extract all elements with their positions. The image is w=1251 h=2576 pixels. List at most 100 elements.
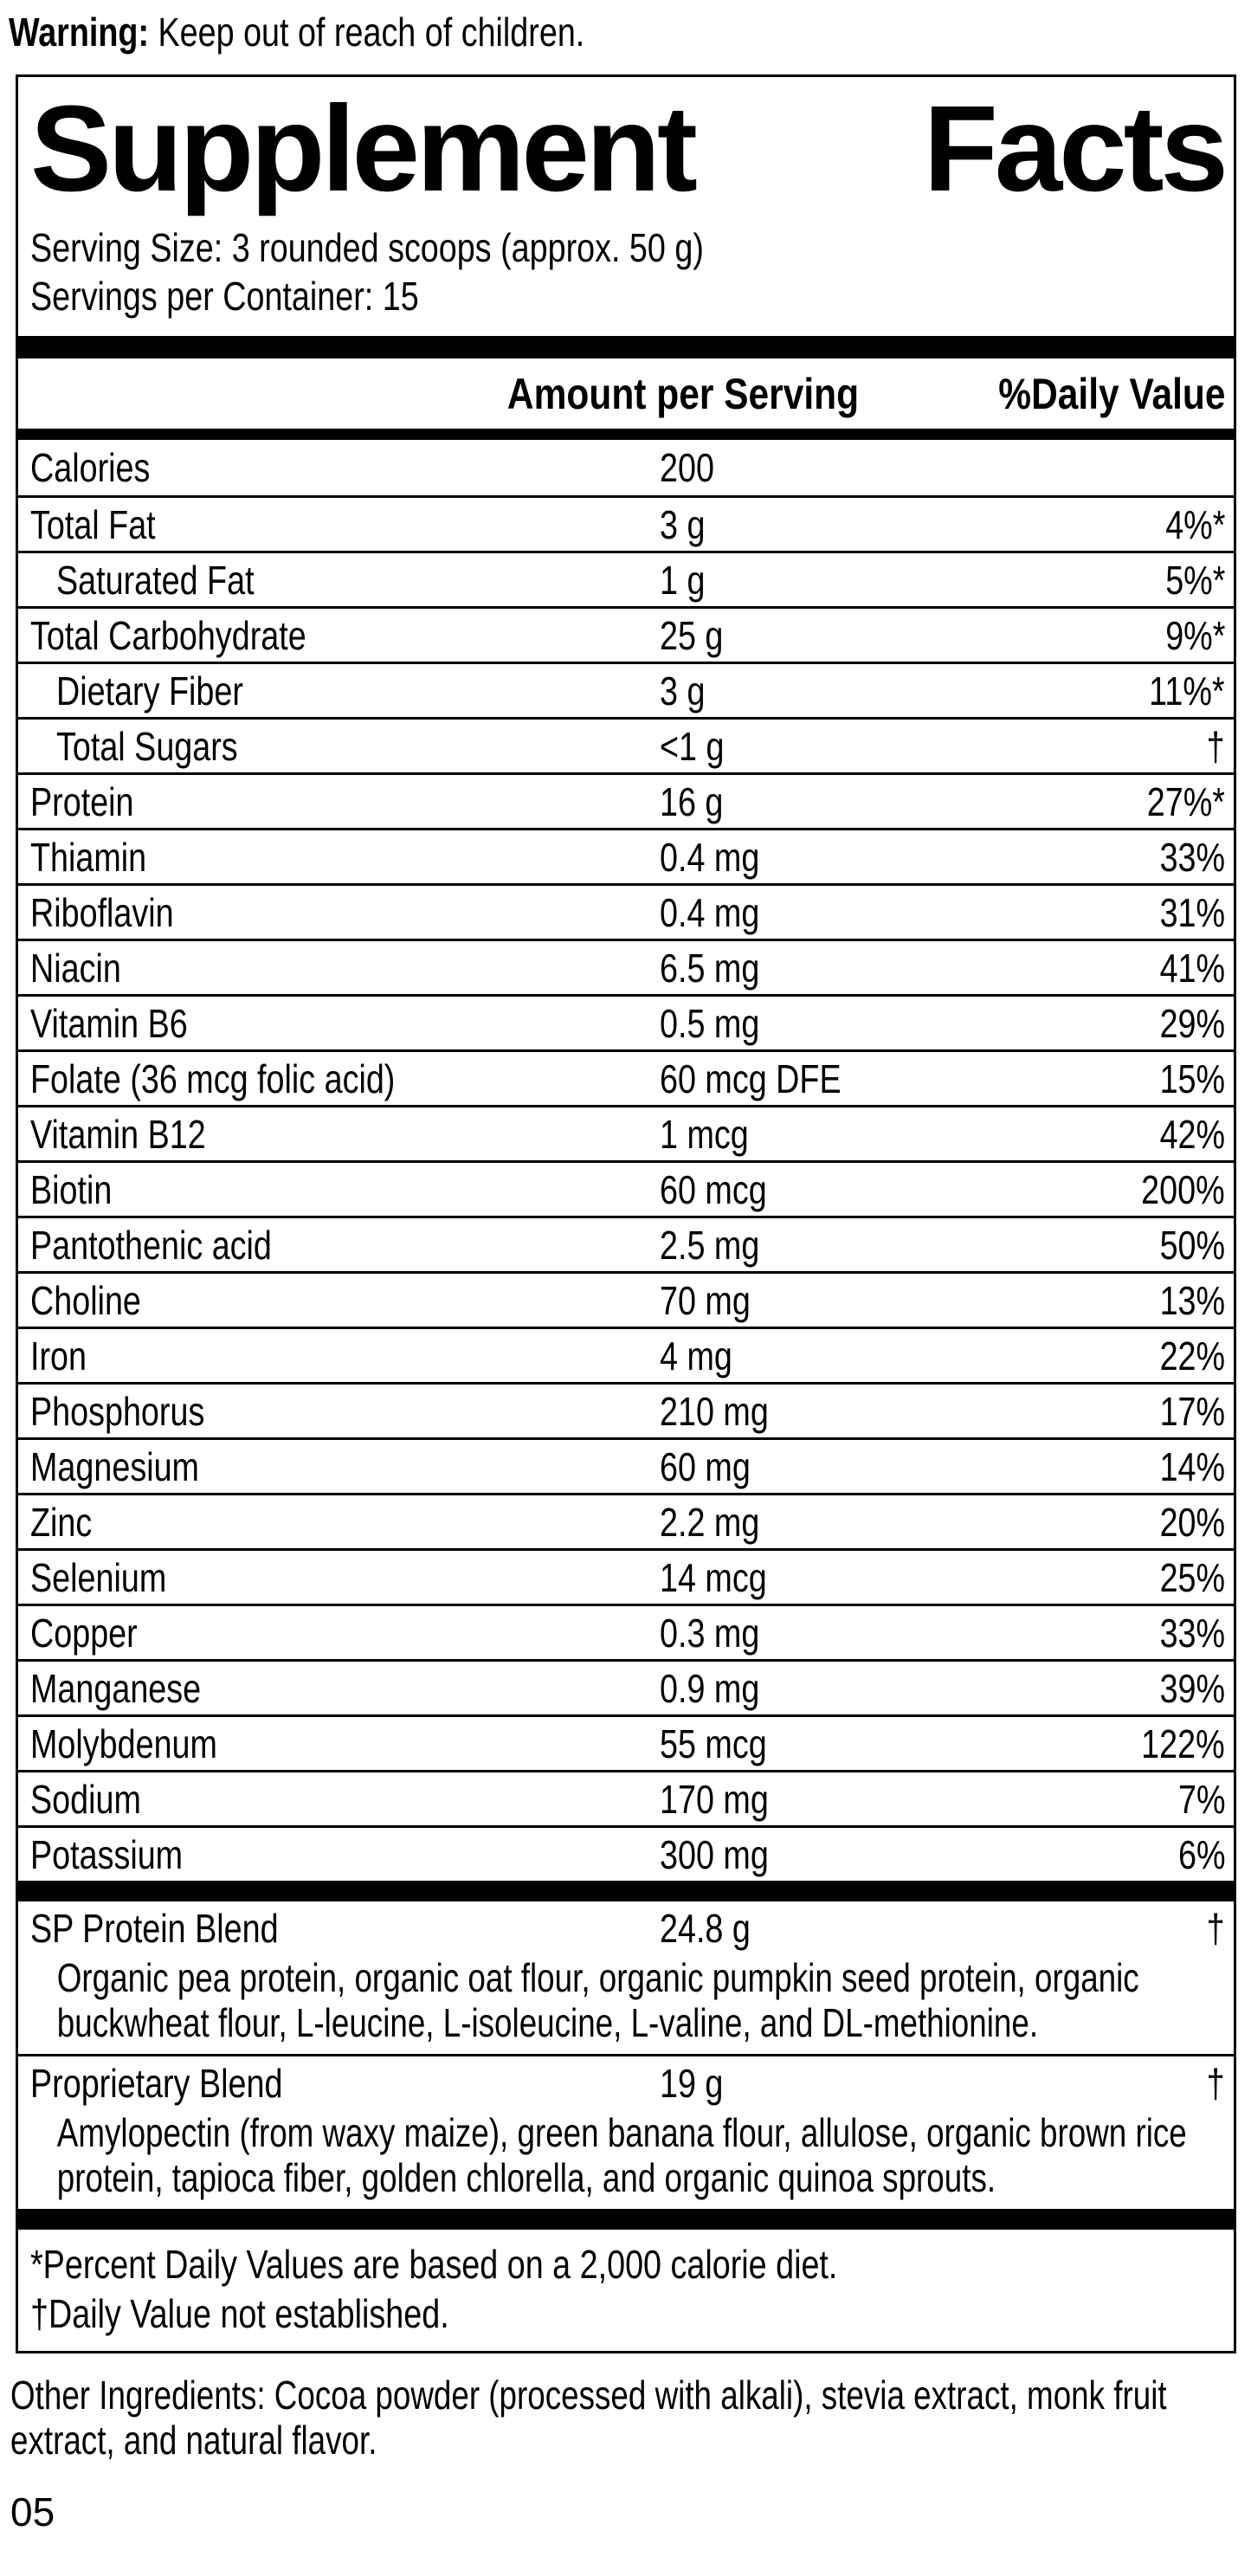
warning-message: Keep out of reach of children.	[149, 10, 585, 55]
nutrient-amount: 6.5 mg	[660, 945, 760, 991]
blend-amount: 24.8 g	[660, 1906, 751, 1952]
nutrient-daily-value: 122%	[1141, 1721, 1225, 1766]
nutrient-row: Choline 70 mg 13%	[18, 1271, 1234, 1327]
nutrient-table: Calories 200 Total Fat 3 g 4%* Saturated…	[18, 440, 1234, 1881]
nutrient-amount: 0.9 mg	[660, 1665, 760, 1711]
blend-amount: 19 g	[660, 2061, 724, 2107]
divider-thick-top	[18, 336, 1234, 359]
nutrient-name: Iron	[30, 1333, 87, 1378]
nutrient-name: Pantothenic acid	[30, 1222, 272, 1268]
nutrient-row: Manganese 0.9 mg 39%	[18, 1659, 1234, 1714]
blend-section: SP Protein Blend 24.8 g † Organic pea pr…	[18, 1901, 1234, 2209]
nutrient-amount: 25 g	[660, 612, 724, 658]
nutrient-row: Potassium 300 mg 6%	[18, 1825, 1234, 1881]
nutrient-row: Biotin 60 mcg 200%	[18, 1160, 1234, 1216]
nutrient-daily-value: 42%	[1159, 1111, 1225, 1157]
blend-name: SP Protein Blend	[30, 1906, 279, 1952]
nutrient-daily-value: 20%	[1159, 1499, 1225, 1545]
nutrient-daily-value: 15%	[1159, 1056, 1225, 1101]
footnotes: *Percent Daily Values are based on a 2,0…	[18, 2230, 1234, 2351]
nutrient-name: Choline	[30, 1277, 141, 1323]
nutrient-name: Phosphorus	[30, 1388, 205, 1434]
nutrient-row: Riboflavin 0.4 mg 31%	[18, 883, 1234, 939]
nutrient-daily-value: 50%	[1159, 1222, 1225, 1268]
panel-title-word-supplement: Supplement	[30, 80, 698, 216]
nutrient-daily-value: 5%*	[1164, 557, 1225, 603]
blend-row-group: SP Protein Blend 24.8 g † Organic pea pr…	[18, 1901, 1234, 2054]
blend-row: Proprietary Blend 19 g †	[18, 2056, 1234, 2110]
blend-daily-value: †	[1207, 1906, 1225, 1952]
nutrient-daily-value: 17%	[1159, 1388, 1225, 1434]
nutrient-name: Sodium	[30, 1776, 141, 1822]
nutrient-row: Molybdenum 55 mcg 122%	[18, 1714, 1234, 1770]
blend-daily-value: †	[1207, 2061, 1225, 2107]
nutrient-name: Biotin	[30, 1166, 113, 1212]
nutrient-row: Vitamin B12 1 mcg 42%	[18, 1105, 1234, 1160]
divider-medium-header	[18, 429, 1234, 441]
nutrient-amount: 0.3 mg	[660, 1610, 760, 1656]
nutrient-amount: 2.5 mg	[660, 1222, 760, 1268]
nutrient-name: Vitamin B12	[30, 1111, 206, 1157]
nutrient-daily-value: 200%	[1141, 1166, 1225, 1212]
divider-thick-footnotes	[18, 2209, 1234, 2231]
nutrient-name: Magnesium	[30, 1443, 199, 1489]
nutrient-row: Protein 16 g 27%*	[18, 772, 1234, 828]
nutrient-name: Molybdenum	[30, 1721, 217, 1766]
nutrient-daily-value: 33%	[1159, 834, 1225, 880]
blend-description: Amylopectin (from waxy maize), green ban…	[56, 2110, 1187, 2201]
nutrient-name: Copper	[30, 1610, 138, 1656]
nutrient-amount: 55 mcg	[660, 1721, 767, 1766]
nutrient-row: Total Sugars <1 g †	[18, 717, 1234, 772]
nutrient-daily-value: 27%*	[1146, 778, 1225, 824]
nutrient-row: Total Carbohydrate 25 g 9%*	[18, 606, 1234, 662]
nutrient-amount: 0.4 mg	[660, 889, 760, 935]
nutrient-name: Vitamin B6	[30, 1000, 188, 1046]
nutrient-name: Manganese	[30, 1665, 202, 1711]
servings-per-container: Servings per Container: 15	[30, 274, 419, 320]
nutrient-daily-value: †	[1207, 723, 1225, 769]
nutrient-name: Calories	[30, 445, 151, 491]
page-number: 05	[10, 2489, 55, 2535]
serving-size: Serving Size: 3 rounded scoops (approx. …	[30, 225, 704, 271]
nutrient-daily-value: 7%	[1177, 1776, 1225, 1822]
nutrient-row: Folate (36 mcg folic acid) 60 mcg DFE 15…	[18, 1049, 1234, 1105]
nutrient-name: Saturated Fat	[56, 557, 255, 603]
nutrient-name: Folate (36 mcg folic acid)	[30, 1056, 396, 1101]
footnote: †Daily Value not established.	[30, 2291, 449, 2337]
nutrient-name: Thiamin	[30, 834, 147, 880]
nutrient-row: Dietary Fiber 3 g 11%*	[18, 662, 1234, 717]
nutrient-amount: 16 g	[660, 778, 724, 824]
nutrient-amount: 1 g	[660, 557, 706, 603]
nutrient-daily-value: 29%	[1159, 1000, 1225, 1046]
column-header-amount: Amount per Serving	[506, 369, 860, 418]
nutrient-daily-value: 14%	[1159, 1443, 1225, 1489]
nutrient-row: Sodium 170 mg 7%	[18, 1770, 1234, 1825]
nutrient-row: Calories 200	[18, 440, 1234, 495]
nutrient-amount: 60 mcg DFE	[660, 1056, 842, 1101]
nutrient-row: Vitamin B6 0.5 mg 29%	[18, 994, 1234, 1049]
nutrient-row: Iron 4 mg 22%	[18, 1327, 1234, 1382]
nutrient-amount: 200	[660, 445, 714, 491]
nutrient-row: Selenium 14 mcg 25%	[18, 1548, 1234, 1604]
nutrient-row: Copper 0.3 mg 33%	[18, 1604, 1234, 1659]
nutrient-row: Magnesium 60 mg 14%	[18, 1437, 1234, 1493]
nutrient-amount: 2.2 mg	[660, 1499, 760, 1545]
nutrient-amount: 3 g	[660, 668, 706, 713]
nutrient-daily-value: 39%	[1159, 1665, 1225, 1711]
column-header-daily-value: %Daily Value	[997, 369, 1225, 418]
nutrient-name: Protein	[30, 778, 134, 824]
nutrient-amount: 60 mg	[660, 1443, 751, 1489]
other-ingredients: Other Ingredients: Cocoa powder (process…	[10, 2373, 1167, 2463]
blend-name: Proprietary Blend	[30, 2061, 283, 2107]
blend-row: SP Protein Blend 24.8 g †	[18, 1901, 1234, 1955]
nutrient-daily-value: 33%	[1159, 1610, 1225, 1656]
panel-title-word-facts: Facts	[923, 80, 1228, 216]
nutrient-amount: 60 mcg	[660, 1166, 767, 1212]
warning-prefix: Warning:	[9, 10, 150, 55]
nutrient-amount: 3 g	[660, 501, 706, 547]
nutrient-amount: 1 mcg	[660, 1111, 749, 1157]
nutrient-daily-value: 9%*	[1164, 612, 1225, 658]
nutrient-name: Dietary Fiber	[56, 668, 243, 713]
supplement-facts-panel: Supplement Facts Serving Size: 3 rounded…	[16, 74, 1236, 2354]
divider-thick-blends	[18, 1881, 1234, 1902]
